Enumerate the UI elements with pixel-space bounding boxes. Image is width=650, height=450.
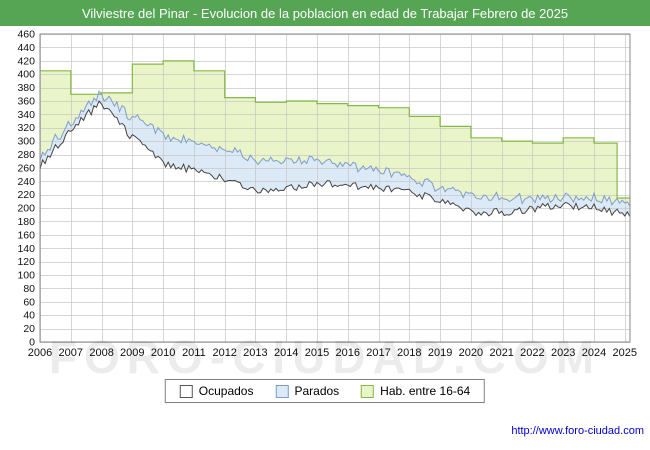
svg-text:160: 160 xyxy=(17,229,35,241)
legend-label-ocupados: Ocupados xyxy=(198,384,254,398)
svg-text:2013: 2013 xyxy=(243,347,267,359)
legend-item-hab-16-64: Hab. entre 16-64 xyxy=(361,384,470,398)
svg-text:100: 100 xyxy=(17,270,35,282)
svg-text:180: 180 xyxy=(17,216,35,228)
svg-text:2016: 2016 xyxy=(336,347,360,359)
svg-text:2012: 2012 xyxy=(212,347,236,359)
chart-title: Vilviestre del Pinar - Evolucion de la p… xyxy=(81,5,569,21)
svg-text:60: 60 xyxy=(23,296,35,308)
svg-text:2025: 2025 xyxy=(613,347,637,359)
svg-text:260: 260 xyxy=(17,162,35,174)
svg-text:2008: 2008 xyxy=(89,347,113,359)
svg-text:2011: 2011 xyxy=(182,347,206,359)
svg-text:2021: 2021 xyxy=(489,347,513,359)
svg-text:0: 0 xyxy=(29,337,35,349)
svg-text:2017: 2017 xyxy=(366,347,390,359)
chart-title-bar: Vilviestre del Pinar - Evolucion de la p… xyxy=(0,0,650,26)
svg-text:2023: 2023 xyxy=(551,347,575,359)
svg-text:120: 120 xyxy=(17,256,35,268)
foro-ciudad-link[interactable]: http://www.foro-ciudad.com xyxy=(511,425,644,437)
svg-text:2014: 2014 xyxy=(274,347,298,359)
svg-text:80: 80 xyxy=(23,283,35,295)
svg-text:340: 340 xyxy=(17,109,35,121)
svg-text:140: 140 xyxy=(17,243,35,255)
legend-item-ocupados: Ocupados xyxy=(179,384,254,398)
svg-text:460: 460 xyxy=(17,29,35,41)
parados-swatch-icon xyxy=(275,384,289,398)
svg-text:220: 220 xyxy=(17,189,35,201)
svg-text:2007: 2007 xyxy=(59,347,83,359)
legend-item-parados: Parados xyxy=(275,384,339,398)
svg-text:320: 320 xyxy=(17,122,35,134)
svg-text:20: 20 xyxy=(23,323,35,335)
svg-text:2015: 2015 xyxy=(305,347,329,359)
svg-text:240: 240 xyxy=(17,176,35,188)
svg-text:420: 420 xyxy=(17,55,35,67)
svg-text:2019: 2019 xyxy=(428,347,452,359)
svg-text:440: 440 xyxy=(17,42,35,54)
svg-text:300: 300 xyxy=(17,136,35,148)
svg-text:2018: 2018 xyxy=(397,347,421,359)
svg-text:360: 360 xyxy=(17,96,35,108)
svg-text:40: 40 xyxy=(23,310,35,322)
population-chart: 0204060801001201401601802002202402602803… xyxy=(17,29,637,360)
legend-label-parados: Parados xyxy=(294,384,340,398)
ocupados-swatch-icon xyxy=(179,384,193,398)
chart-legend: Ocupados Parados Hab. entre 16-64 xyxy=(164,379,486,403)
svg-text:2024: 2024 xyxy=(582,347,606,359)
svg-text:200: 200 xyxy=(17,203,35,215)
svg-text:2010: 2010 xyxy=(151,347,175,359)
svg-text:2020: 2020 xyxy=(459,347,483,359)
svg-text:2022: 2022 xyxy=(520,347,544,359)
svg-text:380: 380 xyxy=(17,82,35,94)
legend-label-hab-16-64: Hab. entre 16-64 xyxy=(380,384,471,398)
svg-text:2009: 2009 xyxy=(120,347,144,359)
svg-text:400: 400 xyxy=(17,69,35,81)
hab-16-64-swatch-icon xyxy=(361,384,375,398)
svg-text:2006: 2006 xyxy=(28,347,52,359)
svg-text:280: 280 xyxy=(17,149,35,161)
